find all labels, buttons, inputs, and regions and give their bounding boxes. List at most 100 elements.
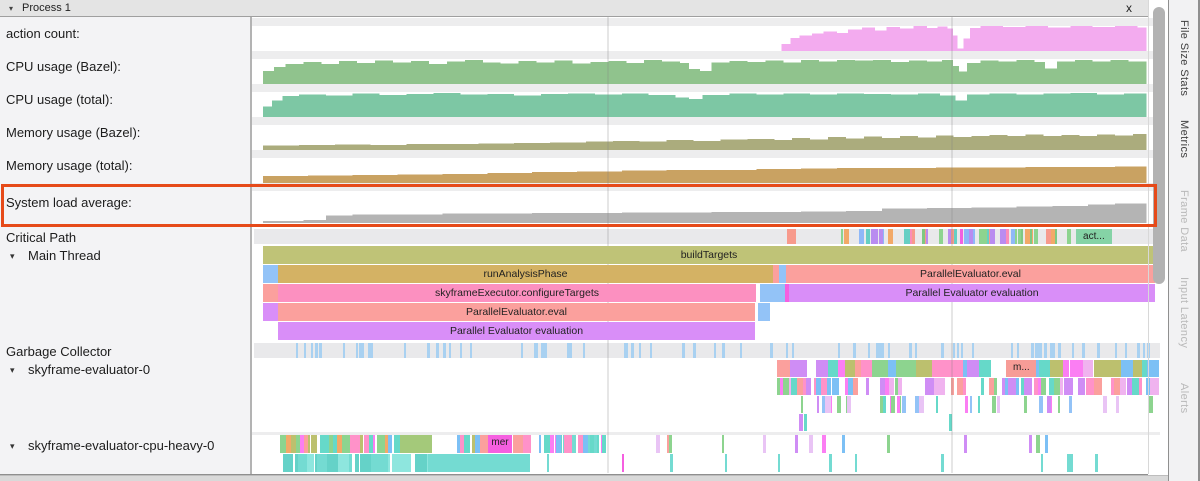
event-slice[interactable] <box>1035 435 1040 453</box>
event-slice[interactable] <box>1095 454 1099 472</box>
event-slice[interactable] <box>295 343 298 358</box>
event-slice[interactable] <box>786 229 796 244</box>
event-slice[interactable] <box>343 343 346 358</box>
event-slice[interactable] <box>827 378 832 395</box>
event-slice[interactable] <box>960 343 964 358</box>
event-slice[interactable] <box>601 435 606 453</box>
event-slice[interactable] <box>460 435 465 453</box>
event-slice[interactable] <box>814 378 817 395</box>
event-slice[interactable] <box>865 229 870 244</box>
event-slice[interactable] <box>1125 343 1128 358</box>
event-slice[interactable] <box>881 343 885 358</box>
process-header[interactable]: ▾ Process 1 x <box>0 0 1148 17</box>
event-slice[interactable] <box>967 360 979 377</box>
event-slice[interactable] <box>898 378 903 395</box>
event-slice[interactable] <box>1010 343 1014 358</box>
event-slice[interactable] <box>427 454 429 472</box>
event-slice[interactable] <box>544 435 549 453</box>
event-slice[interactable] <box>596 435 599 453</box>
event-slice[interactable] <box>1147 360 1160 377</box>
event-slice[interactable] <box>1040 454 1043 472</box>
event-slice[interactable] <box>1070 378 1073 395</box>
event-slice[interactable] <box>791 378 797 395</box>
event-slice[interactable] <box>853 343 856 358</box>
event-slice[interactable] <box>785 343 789 358</box>
event-slice[interactable] <box>332 435 338 453</box>
event-slice[interactable] <box>912 229 915 244</box>
event-slice[interactable] <box>1059 343 1062 358</box>
trace-slice[interactable]: Parallel Evaluator evaluation <box>278 322 755 340</box>
event-slice[interactable] <box>713 343 716 358</box>
event-slice[interactable] <box>593 435 597 453</box>
event-slice[interactable] <box>1063 378 1071 395</box>
labeled-event-slice[interactable]: m... <box>1006 360 1037 377</box>
event-slice[interactable] <box>1024 396 1028 413</box>
event-slice[interactable] <box>1043 343 1047 358</box>
event-slice[interactable] <box>722 343 726 358</box>
event-slice[interactable] <box>1025 229 1031 244</box>
event-slice[interactable] <box>1060 378 1064 395</box>
event-slice[interactable] <box>520 343 524 358</box>
event-slice[interactable] <box>980 378 985 395</box>
event-slice[interactable] <box>471 435 475 453</box>
event-slice[interactable] <box>777 360 790 377</box>
event-slice[interactable] <box>837 343 841 358</box>
event-slice[interactable] <box>789 378 792 395</box>
event-slice[interactable] <box>550 435 555 453</box>
event-slice[interactable] <box>621 454 624 472</box>
event-slice[interactable] <box>963 229 969 244</box>
event-slice[interactable] <box>600 435 602 453</box>
event-slice[interactable] <box>372 435 375 453</box>
event-slice[interactable] <box>1011 229 1015 244</box>
event-slice[interactable] <box>1053 343 1056 358</box>
event-slice[interactable] <box>855 360 862 377</box>
event-slice[interactable] <box>376 435 385 453</box>
event-slice[interactable] <box>891 396 895 413</box>
event-slice[interactable] <box>370 343 373 358</box>
event-slice[interactable] <box>801 396 804 413</box>
event-slice[interactable] <box>427 343 430 358</box>
event-slice[interactable] <box>1137 343 1141 358</box>
event-slice[interactable] <box>1031 343 1034 358</box>
event-slice[interactable] <box>1114 378 1120 395</box>
event-slice[interactable] <box>415 454 427 472</box>
event-slice[interactable] <box>1016 378 1019 395</box>
event-slice[interactable] <box>589 435 594 453</box>
event-slice[interactable] <box>693 343 696 358</box>
event-slice[interactable] <box>887 229 894 244</box>
event-slice[interactable] <box>359 435 363 453</box>
event-slice[interactable] <box>295 454 299 472</box>
event-slice[interactable] <box>329 435 333 453</box>
event-slice[interactable] <box>1049 229 1055 244</box>
event-slice[interactable] <box>921 396 924 413</box>
event-slice[interactable] <box>296 435 300 453</box>
trace-slice-small[interactable] <box>263 265 278 283</box>
track-label-cpu_heavy[interactable]: ▾ skyframe-evaluator-cpu-heavy-0 <box>0 438 250 454</box>
event-slice[interactable] <box>355 343 358 358</box>
event-slice[interactable] <box>631 343 634 358</box>
tab-metrics[interactable]: Metrics <box>1178 120 1190 159</box>
scrollbar-thumb[interactable] <box>1153 7 1165 284</box>
counter-chart-system_load[interactable] <box>263 191 1160 223</box>
event-slice[interactable] <box>936 378 945 395</box>
expand-arrow-icon[interactable]: ▾ <box>10 251 15 261</box>
event-slice[interactable] <box>971 343 975 358</box>
event-slice[interactable] <box>291 435 297 453</box>
event-slice[interactable] <box>845 378 849 395</box>
trace-slice-small[interactable] <box>772 265 779 283</box>
event-slice[interactable] <box>449 343 451 358</box>
event-slice[interactable] <box>879 396 884 413</box>
event-slice[interactable] <box>945 360 963 377</box>
event-slice[interactable] <box>879 378 886 395</box>
event-slice[interactable] <box>885 378 889 395</box>
expand-arrow-icon[interactable]: ▾ <box>10 441 15 451</box>
event-slice[interactable] <box>914 343 917 358</box>
event-slice[interactable] <box>1121 360 1134 377</box>
trace-slice-small[interactable] <box>785 284 789 302</box>
event-slice[interactable] <box>962 360 967 377</box>
event-slice[interactable] <box>1045 229 1052 244</box>
event-slice[interactable] <box>306 454 315 472</box>
event-slice[interactable] <box>560 435 563 453</box>
event-slice[interactable] <box>1039 396 1043 413</box>
labeled-event-slice[interactable]: act... <box>1076 229 1112 244</box>
